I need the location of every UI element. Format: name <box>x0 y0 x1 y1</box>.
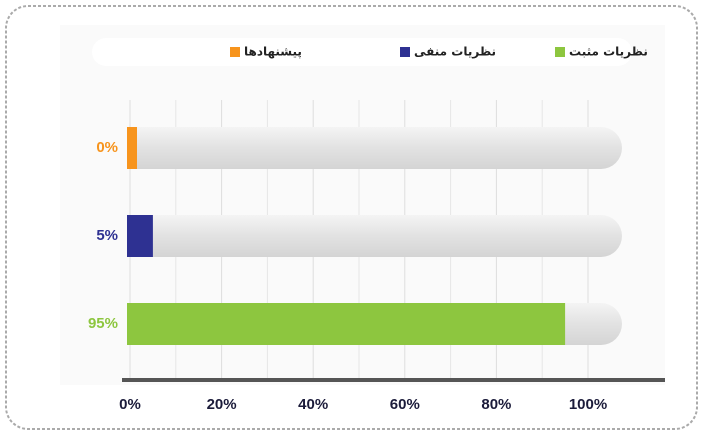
legend <box>92 38 632 66</box>
bar <box>130 215 153 257</box>
x-tick-label: 40% <box>298 396 328 413</box>
x-tick-label: 20% <box>207 396 237 413</box>
legend-swatch <box>555 47 565 57</box>
bar-base <box>127 127 137 169</box>
legend-label: پیشنهادها <box>244 45 302 59</box>
x-tick-label: 60% <box>390 396 420 413</box>
value-label: 95% <box>88 315 118 332</box>
bar-track-end <box>127 215 588 257</box>
legend-swatch <box>230 47 240 57</box>
x-tick-label: 80% <box>481 396 511 413</box>
bar-track-end <box>127 127 588 169</box>
legend-label: نظریات مثبت <box>569 45 648 59</box>
x-tick-label: 100% <box>569 396 607 413</box>
value-label: 5% <box>96 227 118 244</box>
bar <box>130 303 566 345</box>
legend-swatch <box>400 47 410 57</box>
legend-label: نظریات منفی <box>414 45 496 59</box>
value-label: 0% <box>96 139 118 156</box>
x-tick-label: 0% <box>119 396 141 413</box>
